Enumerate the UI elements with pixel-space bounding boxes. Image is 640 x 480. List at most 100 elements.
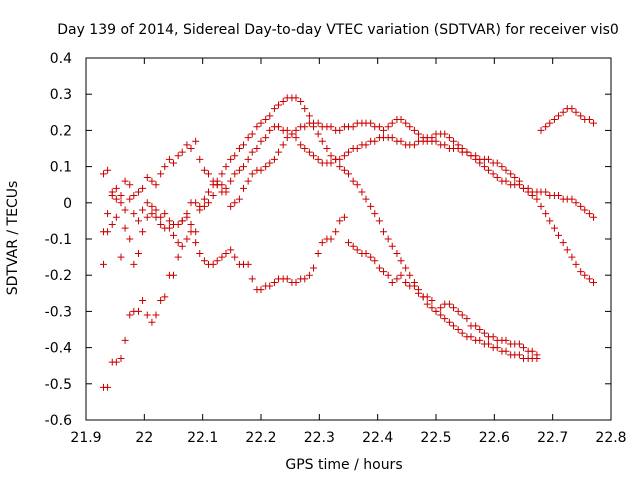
data-point-track-4 (415, 130, 422, 138)
data-point-track-2 (423, 293, 431, 301)
data-point-track-3 (178, 148, 186, 156)
data-point-track-1 (270, 105, 278, 113)
data-point-track-3 (240, 163, 247, 171)
data-point-track-1 (406, 271, 414, 279)
data-point-track-1 (104, 383, 112, 391)
data-point-track-2 (213, 257, 221, 265)
plot-frame (85, 57, 612, 421)
data-point-track-4 (314, 119, 322, 127)
data-point-track-3 (450, 137, 457, 145)
data-point-track-4 (240, 184, 247, 192)
data-point-track-4 (135, 217, 142, 225)
data-point-track-2 (353, 246, 361, 254)
data-point-track-1 (266, 112, 274, 120)
data-point-track-1 (174, 253, 182, 261)
data-point-track-1 (345, 170, 352, 178)
y-tick-label: -0.1 (45, 232, 72, 248)
data-point-track-4 (507, 170, 515, 178)
data-point-track-3 (183, 141, 191, 149)
data-point-track-2 (397, 271, 405, 279)
data-point-track-4 (463, 148, 471, 156)
data-point-track-2 (165, 217, 173, 225)
data-point-track-4 (222, 188, 230, 196)
data-point-track-4 (581, 271, 589, 279)
data-point-track-4 (231, 199, 239, 207)
data-point-track-3 (275, 123, 282, 131)
data-point-track-3 (227, 177, 235, 185)
data-point-track-4 (104, 210, 112, 218)
data-point-track-4 (257, 166, 265, 174)
data-point-track-2 (126, 235, 134, 243)
data-point-track-1 (445, 318, 453, 326)
data-point-track-4 (454, 145, 462, 152)
data-point-track-2 (380, 268, 387, 276)
y-tick-label: -0.4 (45, 341, 72, 357)
data-point-track-1 (458, 329, 466, 337)
data-point-track-2 (546, 119, 554, 127)
data-point-track-1 (393, 249, 401, 257)
data-point-track-2 (130, 260, 138, 268)
data-point-track-4 (157, 221, 165, 229)
data-point-track-1 (279, 97, 287, 105)
data-point-track-2 (218, 253, 226, 261)
data-point-track-4 (402, 119, 410, 127)
data-point-track-1 (380, 228, 387, 236)
data-point-track-4 (336, 126, 344, 134)
data-point-track-4 (546, 217, 554, 225)
data-point-track-3 (231, 170, 239, 178)
data-point-track-2 (537, 126, 545, 134)
data-point-track-2 (266, 282, 274, 290)
data-point-track-2 (117, 253, 125, 261)
data-point-track-4 (248, 170, 256, 178)
data-point-track-1 (218, 170, 226, 178)
data-point-track-3 (283, 126, 291, 134)
data-point-track-3 (410, 141, 418, 149)
data-point-track-1 (384, 235, 392, 243)
data-point-track-3 (388, 134, 396, 142)
data-point-track-1 (314, 130, 322, 138)
data-point-track-1 (515, 351, 523, 359)
data-point-track-3 (135, 188, 142, 196)
data-point-track-4 (410, 126, 418, 134)
data-point-track-2 (528, 347, 536, 355)
data-point-track-1 (152, 311, 160, 319)
data-point-track-2 (362, 249, 370, 257)
data-point-track-4 (419, 134, 427, 142)
data-point-track-3 (345, 148, 352, 156)
data-point-track-1 (244, 134, 252, 142)
data-point-track-1 (437, 311, 445, 319)
data-point-track-4 (292, 126, 300, 134)
data-point-track-3 (590, 213, 597, 221)
data-point-track-1 (423, 300, 431, 308)
data-point-track-4 (275, 148, 282, 156)
data-point-track-3 (305, 148, 313, 156)
data-point-track-2 (292, 278, 300, 286)
data-point-track-3 (112, 195, 120, 203)
data-point-track-4 (533, 195, 541, 203)
data-point-track-3 (371, 137, 379, 145)
data-point-track-2 (428, 297, 436, 305)
data-point-track-1 (402, 264, 410, 272)
data-point-track-4 (550, 224, 558, 232)
data-point-track-4 (590, 278, 597, 286)
data-point-track-2 (340, 213, 348, 221)
data-point-track-4 (121, 206, 129, 214)
data-point-track-4 (559, 239, 567, 247)
data-point-track-2 (472, 322, 480, 330)
data-point-track-4 (218, 181, 226, 189)
data-point-track-4 (577, 268, 585, 276)
data-point-track-2 (200, 257, 208, 265)
data-point-track-2 (450, 304, 457, 312)
data-points (100, 94, 597, 391)
data-point-track-1 (117, 354, 125, 362)
data-point-track-3 (336, 155, 344, 163)
data-point-track-1 (143, 311, 151, 319)
y-tick-label: 0.2 (50, 123, 72, 139)
data-point-track-3 (581, 206, 589, 214)
data-point-track-3 (104, 166, 112, 174)
data-point-track-4 (170, 231, 177, 239)
data-point-track-2 (388, 278, 396, 286)
data-point-track-2 (415, 289, 422, 297)
data-point-track-2 (502, 336, 510, 344)
